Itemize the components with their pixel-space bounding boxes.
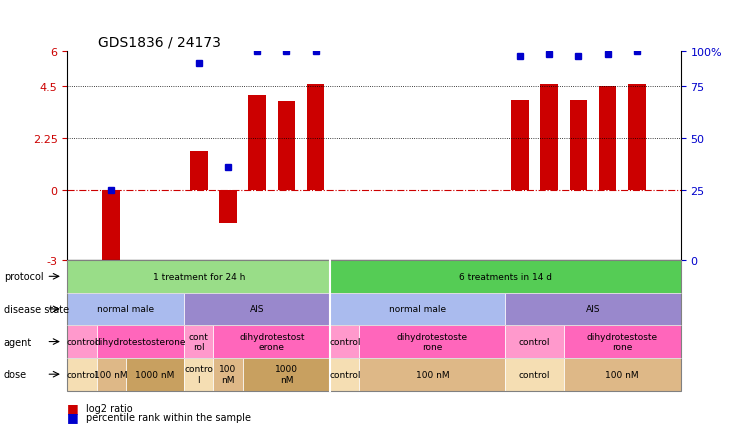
Bar bbox=[219, 191, 236, 224]
Text: cont
rol: cont rol bbox=[188, 332, 209, 352]
Text: GDS1836 / 24173: GDS1836 / 24173 bbox=[98, 36, 221, 49]
Text: AIS: AIS bbox=[586, 305, 601, 314]
Bar bbox=[570, 101, 587, 191]
Bar bbox=[278, 102, 295, 191]
Text: protocol: protocol bbox=[4, 272, 43, 282]
Bar bbox=[190, 151, 207, 191]
Text: normal male: normal male bbox=[389, 305, 447, 314]
Text: dihydrotestoste
rone: dihydrotestoste rone bbox=[397, 332, 468, 352]
Text: control: control bbox=[329, 337, 361, 346]
Text: dihydrotestosterone: dihydrotestosterone bbox=[94, 337, 186, 346]
Bar bbox=[628, 85, 646, 191]
Text: control: control bbox=[66, 370, 98, 379]
Text: control: control bbox=[519, 337, 551, 346]
Text: 100 nM: 100 nM bbox=[416, 370, 450, 379]
Text: dihydrotestoste
rone: dihydrotestoste rone bbox=[586, 332, 657, 352]
Bar bbox=[541, 85, 558, 191]
Text: AIS: AIS bbox=[250, 305, 265, 314]
Bar bbox=[599, 87, 616, 191]
Text: 100 nM: 100 nM bbox=[605, 370, 639, 379]
Text: ■: ■ bbox=[67, 401, 79, 414]
Bar bbox=[307, 85, 325, 191]
Bar bbox=[248, 96, 266, 191]
Text: 1 treatment for 24 h: 1 treatment for 24 h bbox=[153, 272, 245, 281]
Text: agent: agent bbox=[4, 337, 32, 347]
Text: disease state: disease state bbox=[4, 304, 69, 314]
Text: 6 treatments in 14 d: 6 treatments in 14 d bbox=[459, 272, 552, 281]
Text: 1000
nM: 1000 nM bbox=[275, 365, 298, 384]
Text: control: control bbox=[329, 370, 361, 379]
Text: 100
nM: 100 nM bbox=[219, 365, 236, 384]
Text: control: control bbox=[66, 337, 98, 346]
Text: 1000 nM: 1000 nM bbox=[135, 370, 174, 379]
Text: contro
l: contro l bbox=[184, 365, 213, 384]
Text: dihydrotestost
erone: dihydrotestost erone bbox=[239, 332, 304, 352]
Bar bbox=[102, 191, 120, 265]
Text: ■: ■ bbox=[67, 410, 79, 423]
Text: dose: dose bbox=[4, 369, 27, 379]
Text: normal male: normal male bbox=[97, 305, 154, 314]
Text: log2 ratio: log2 ratio bbox=[86, 403, 132, 413]
Bar bbox=[512, 101, 529, 191]
Text: percentile rank within the sample: percentile rank within the sample bbox=[86, 412, 251, 421]
Text: control: control bbox=[519, 370, 551, 379]
Text: 100 nM: 100 nM bbox=[94, 370, 128, 379]
